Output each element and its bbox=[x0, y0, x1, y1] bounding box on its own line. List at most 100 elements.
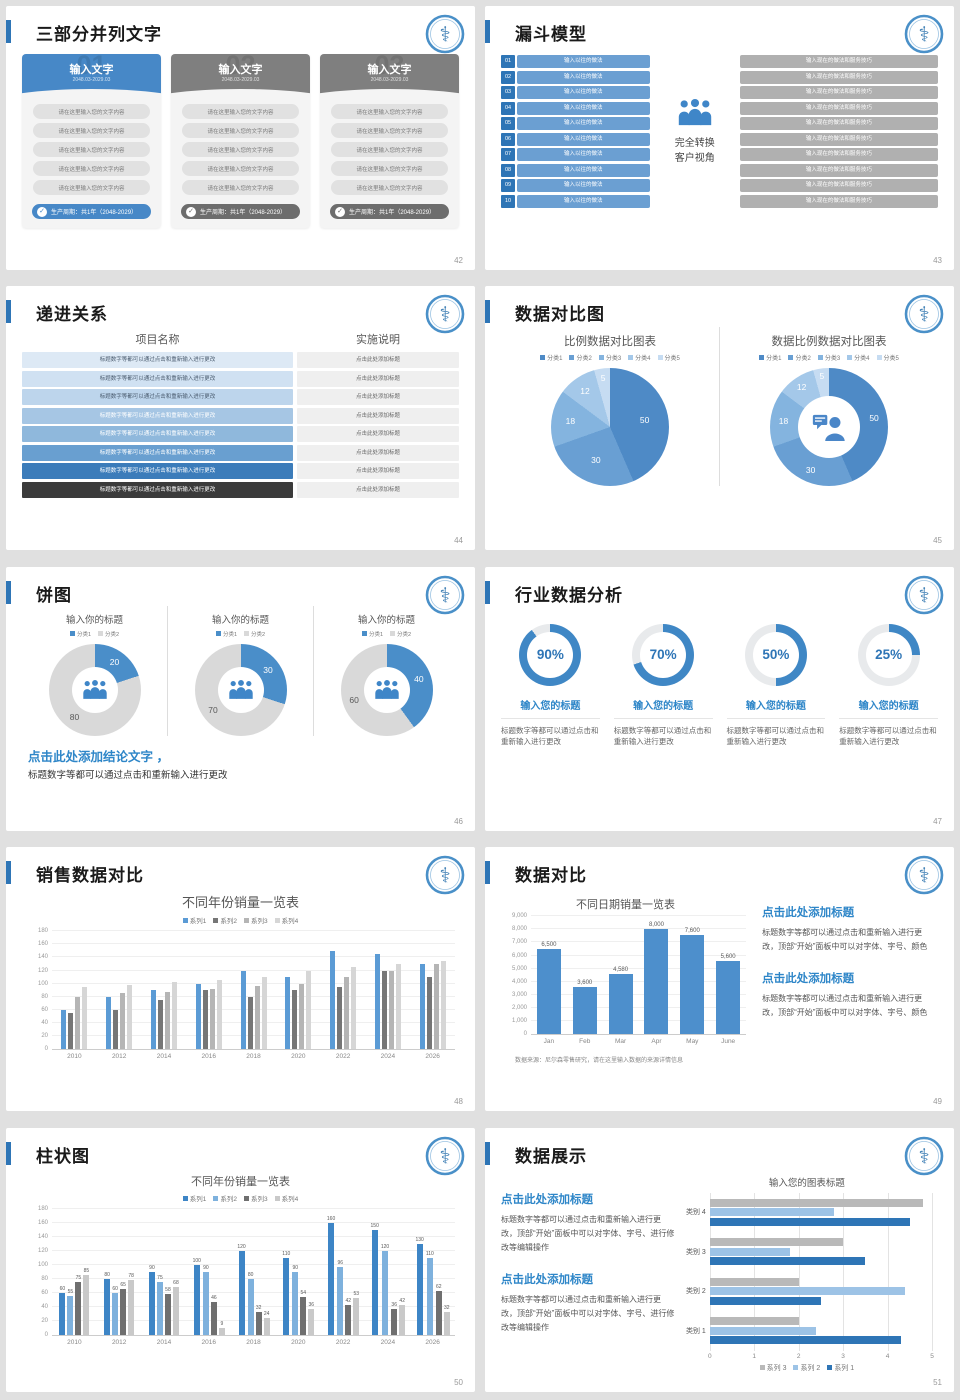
slide-43[interactable]: 漏斗模型 ⚕ 01 输入以往的做法 02 输入以往的做法 03 输入以往的做法 04 输入以往… bbox=[485, 6, 954, 270]
y-axis-tick: 80 bbox=[41, 993, 48, 1000]
donut-hole bbox=[363, 666, 410, 713]
slice-label: 30 bbox=[805, 464, 816, 475]
bar bbox=[353, 1297, 360, 1335]
conclusion-body: 标题数字等都可以通过点击和重新输入进行更改 bbox=[28, 769, 228, 781]
y-axis-tick: 100 bbox=[37, 980, 48, 987]
slide-44[interactable]: 递进关系 ⚕ 项目名称 实施说明 标题数字等都可以通过点击和重新输入进行更改 点击… bbox=[6, 286, 475, 551]
donut-hole bbox=[217, 666, 264, 713]
card-footer-pill: ✓ 生产周期：共1年（2048-2029） bbox=[181, 204, 300, 219]
legend-item: 分类3 bbox=[598, 353, 621, 362]
bar bbox=[120, 1289, 127, 1335]
bar-value-label: 8,000 bbox=[648, 922, 664, 929]
bar-value-label: 78 bbox=[128, 1273, 134, 1279]
title-accent-bar bbox=[6, 580, 11, 604]
bar-value-label: 100 bbox=[192, 1257, 201, 1264]
check-icon: ✓ bbox=[335, 206, 345, 217]
bar-value-label: 75 bbox=[75, 1275, 82, 1282]
bar bbox=[388, 970, 394, 1050]
x-axis-tick: Jan bbox=[543, 1038, 555, 1046]
bar-group bbox=[410, 931, 455, 1050]
x-axis-tick: 2022 bbox=[335, 1053, 351, 1061]
card-header-title: 输入文字 bbox=[218, 64, 263, 76]
table-row: 标题数字等都可以通过点击和重新输入进行更改 点击此处添加标题 bbox=[22, 426, 459, 443]
slide-47[interactable]: 行业数据分析 ⚕ 90% 输入您的标题 标题数字等都可以通过点击和重新输入进行更改 7… bbox=[485, 566, 954, 831]
legend-swatch bbox=[628, 355, 634, 361]
slice-label: 70 bbox=[208, 704, 218, 715]
bar-wrap: 85 bbox=[83, 1209, 90, 1335]
gridline bbox=[531, 1006, 747, 1008]
medical-emblem-icon: ⚕ bbox=[904, 1136, 944, 1176]
plot-grid: 0 20 40 60 80 100 120 140 160 180 60 55 75 85 80 60 65 78… bbox=[38, 1206, 455, 1338]
gauge-panel-2: 70% 输入您的标题 标题数字等都可以通过点击和重新输入进行更改 bbox=[613, 623, 713, 748]
bar-group bbox=[321, 931, 366, 1050]
category-label: 类别 4 bbox=[685, 1209, 706, 1217]
text-pill: 请在这里输入您的文字内容 bbox=[33, 142, 150, 157]
card-footer-pill: ✓ 生产周期：共1年（2048-2029） bbox=[32, 204, 151, 219]
bar-wrap bbox=[381, 931, 387, 1050]
bar bbox=[112, 1292, 119, 1335]
y-axis-tick: 180 bbox=[37, 1205, 48, 1212]
plot-grid: 0 20 40 60 80 100 120 140 160 180 bbox=[38, 928, 455, 1052]
bar-wrap: 54 bbox=[300, 1209, 307, 1335]
slide-title: 漏斗模型 bbox=[515, 25, 587, 44]
slide-45[interactable]: 数据对比图 ⚕ 比例数据对比图表 分类1 分类2 分类3 分类4 分类5 50 30 18 12 5… bbox=[485, 286, 954, 551]
current-practice-label: 输入现在的做法和服务技巧 bbox=[739, 55, 938, 68]
table-row: 标题数字等都可以通过点击和重新输入进行更改 点击此处添加标题 bbox=[22, 389, 459, 406]
slide-51[interactable]: 数据展示 ⚕ 点击此处添加标题 标题数字等都可以通过点击和重新输入进行更改，顶部“… bbox=[485, 1127, 954, 1392]
legend-item: 系列2 bbox=[213, 1193, 237, 1203]
implementation-cell: 点击此处添加标题 bbox=[296, 444, 459, 461]
current-practice-label: 输入现在的做法和服务技巧 bbox=[739, 163, 938, 177]
step-label: 输入以往的做法 bbox=[517, 86, 650, 99]
bar-value-label: 96 bbox=[337, 1260, 344, 1267]
bar-value-label: 54 bbox=[300, 1289, 307, 1296]
bar-chart: 不同日期销量一览表 0 1,000 2,000 3,000 4,000 5,000 6,000… bbox=[501, 896, 750, 1045]
bar bbox=[261, 977, 267, 1050]
funnel-left-row: 02 输入以往的做法 bbox=[501, 70, 650, 84]
bar-value-label: 58 bbox=[165, 1287, 171, 1293]
slide-48[interactable]: 销售数据对比 ⚕ 不同年份销量一览表 系列1 系列2 系列3 系列4 0 20 40 60 80 1… bbox=[6, 847, 475, 1112]
x-axis-tick: 3 bbox=[841, 1352, 845, 1360]
slide-42[interactable]: 三部分并列文字 ⚕ 01 输入文字 2048.03-2029.03 请在这里输入您的文… bbox=[6, 6, 475, 270]
bar-value-label: 32 bbox=[444, 1305, 450, 1312]
slice-label: 18 bbox=[565, 416, 576, 427]
bar-wrap: 46 bbox=[210, 1209, 217, 1335]
title-accent-bar bbox=[485, 300, 490, 324]
svg-text:⚕: ⚕ bbox=[439, 304, 450, 327]
bar bbox=[536, 948, 561, 1035]
svg-text:⚕: ⚕ bbox=[918, 1145, 929, 1168]
bar-wrap bbox=[433, 931, 439, 1050]
slide-title: 数据对比 bbox=[515, 866, 587, 886]
title-accent-bar bbox=[485, 1141, 490, 1165]
step-number: 09 bbox=[501, 179, 515, 192]
bar-wrap: 75 bbox=[75, 1209, 82, 1335]
legend-swatch bbox=[817, 355, 823, 361]
bar bbox=[391, 1309, 398, 1335]
donut-chart-circle: 20 80 bbox=[48, 643, 141, 736]
slide-49[interactable]: 数据对比 ⚕ 不同日期销量一览表 0 1,000 2,000 3,000 4,000 5,0… bbox=[485, 847, 954, 1112]
bar-value-label: 24 bbox=[263, 1310, 270, 1317]
bar-wrap: 90 bbox=[202, 1209, 209, 1335]
bar-group: 150 120 36 42 bbox=[365, 1209, 410, 1335]
step-number: 08 bbox=[501, 163, 515, 177]
y-axis-tick: 9,000 bbox=[511, 913, 527, 920]
slide-46[interactable]: 饼图 ⚕ 输入你的标题 分类1 分类2 20 80 输入你的标题 分类1 分类2 30 70 输入你… bbox=[6, 566, 475, 831]
bar-group: 类别 2 bbox=[686, 1276, 932, 1306]
funnel-right-column: 输入现在的做法和服务技巧 输入现在的做法和服务技巧 输入现在的做法和服务技巧 输入现在… bbox=[739, 55, 938, 210]
gridline bbox=[887, 1192, 889, 1351]
slide-50[interactable]: 柱状图 ⚕ 不同年份销量一览表 系列1 系列2 系列3 系列4 0 20 40 60 80 100 1… bbox=[6, 1127, 475, 1392]
bar-wrap bbox=[440, 931, 446, 1050]
page-number: 43 bbox=[933, 256, 942, 265]
customer-chat-icon bbox=[812, 414, 845, 441]
funnel-left-row: 06 输入以往的做法 bbox=[501, 132, 650, 146]
bar-value-label: 80 bbox=[247, 1271, 254, 1278]
table-row: 标题数字等都可以通过点击和重新输入进行更改 点击此处添加标题 bbox=[22, 407, 459, 424]
bar-wrap: 65 bbox=[120, 1209, 127, 1335]
donut-chart-circle: 30 70 bbox=[194, 643, 287, 736]
card-number-watermark: 03 bbox=[374, 54, 405, 80]
funnel-center-text: 完全转换 客户视角 bbox=[675, 136, 715, 166]
bar-wrap: 36 bbox=[391, 1209, 398, 1335]
gridline bbox=[531, 941, 747, 943]
bar bbox=[709, 1198, 924, 1207]
bar-value-label: 55 bbox=[67, 1289, 74, 1296]
